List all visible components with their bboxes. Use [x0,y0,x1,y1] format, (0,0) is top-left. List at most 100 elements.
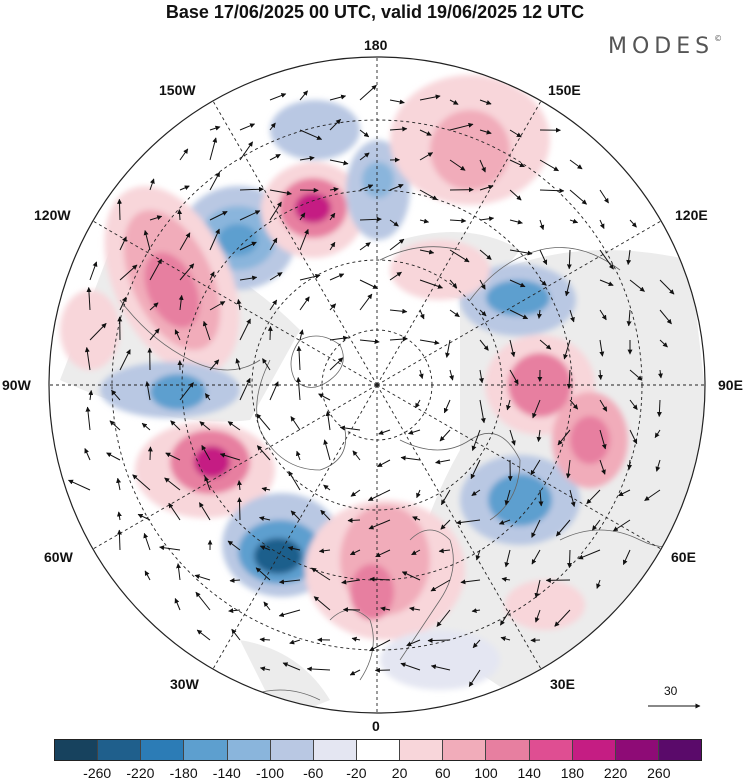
positive-anomaly-middle-east [505,580,585,630]
wind-vector-arrow [269,237,278,251]
wind-vector-arrow [430,579,451,592]
wind-vector-arrow [147,446,153,461]
wind-vector-arrow [296,377,302,401]
wind-vector-arrow [470,459,481,480]
wind-vector-arrow [119,296,127,311]
wind-vector-arrow [299,329,304,341]
colorbar-tick-label: 20 [391,765,408,781]
wind-vector-arrow [509,279,526,288]
wind-vector-arrow [359,129,370,138]
wind-vector-arrow [329,159,349,166]
wind-vector-arrow [569,159,583,170]
wind-vector-arrow [479,216,495,222]
wind-vector-arrow [236,480,242,491]
wind-vector-arrow [415,399,421,409]
wind-vector-arrow [179,148,189,161]
wind-vector-arrow [149,215,163,221]
wind-vector-arrow [626,249,632,265]
positive-anomaly-east-siberian [390,75,550,205]
wind-vector-arrow [506,399,511,411]
wind-vector-arrow [235,358,241,371]
lon-label-150w: 150W [159,82,196,98]
wind-vector-arrow [440,489,451,506]
wind-vector-arrow [430,664,451,671]
wind-vector-arrow [419,279,443,289]
colorbar-tick-label: -180 [169,765,198,781]
wind-vector-arrow [449,279,458,289]
wind-vector-arrow [84,448,91,461]
colorbar-tick-label: 180 [560,765,585,781]
wind-vector-arrow [196,629,211,641]
wind-vector-arrow [176,563,182,581]
wind-vector-arrow [569,309,575,323]
wind-vector-arrow [329,212,336,221]
wind-vector-arrow [256,445,271,461]
wind-vector-arrow [256,413,271,431]
wind-vector-arrow [427,637,451,643]
wind-vector-arrow [145,381,151,401]
wind-vector-arrow [349,669,361,676]
wind-vector-arrow [498,519,511,525]
wind-vector-arrow [479,399,486,424]
wind-vector-arrow [287,545,301,551]
wind-vector-arrow [239,377,251,401]
wind-vector-arrow [178,294,184,311]
anomaly-fields [60,75,628,690]
wind-vector-arrow [137,513,151,521]
wind-vector-arrow [227,540,241,551]
wind-vector-arrow [443,399,451,414]
wind-vector-arrow [339,425,361,431]
wind-vector-arrow [117,198,123,221]
wind-vector-arrow [106,452,121,461]
wind-vector-arrow [299,296,310,311]
colorbar-cell [313,740,357,760]
wind-vector-arrow [626,309,632,327]
wind-vector-arrow [239,141,254,161]
wind-vector-arrow [509,339,516,358]
wind-vector-arrow [436,609,451,627]
wind-vector-arrow [320,509,331,521]
wind-vector-arrow [644,489,661,502]
wind-vector-arrow [479,184,494,191]
wind-vector-arrow [296,345,302,371]
wind-vector-arrow [299,129,323,140]
colorbar [54,739,702,761]
wind-vector-arrow [359,152,370,161]
reference-vector-label: 30 [664,684,678,698]
wind-vector-arrow [174,329,181,341]
colorbar-cell [98,740,142,760]
wind-vector-arrow [478,369,484,384]
wind-vector-arrow [295,450,301,461]
wind-vector-arrow [504,549,511,568]
colorbar-cell [443,740,487,760]
wind-vector-arrow [629,429,638,445]
wind-vector-arrow [618,489,631,497]
wind-vector-arrow [566,369,572,389]
wind-vector-arrow [359,216,382,222]
wind-vector-arrow [599,219,605,229]
wind-vector-arrow [179,185,190,191]
wind-vector-arrow [290,510,301,521]
wind-vector-arrow [419,249,435,255]
wind-vector-arrow [269,93,287,101]
lon-label-180: 180 [364,37,388,53]
wind-vector-arrow [89,261,98,281]
wind-vector-arrow [259,637,271,643]
wind-vector-arrow [261,486,271,492]
wind-vector-arrow [400,662,421,671]
colorbar-tick-label: -260 [83,765,112,781]
wind-vector-arrow [179,263,195,281]
wind-vector-arrow [479,99,492,105]
wind-vector-arrow [419,152,434,161]
wind-vector-arrow [194,574,211,581]
wind-vector-arrow [534,609,541,623]
wind-vector-arrow [119,264,138,281]
wind-vector-arrow [531,549,541,565]
wind-vector-arrow [237,497,243,521]
wind-vector-arrow [350,489,361,497]
wind-vector-arrow [116,511,122,521]
map-disk [49,57,705,713]
wind-vector-arrow [369,576,391,582]
wind-vector-arrow [88,390,94,401]
negative-anomaly-central-canada [100,362,240,418]
